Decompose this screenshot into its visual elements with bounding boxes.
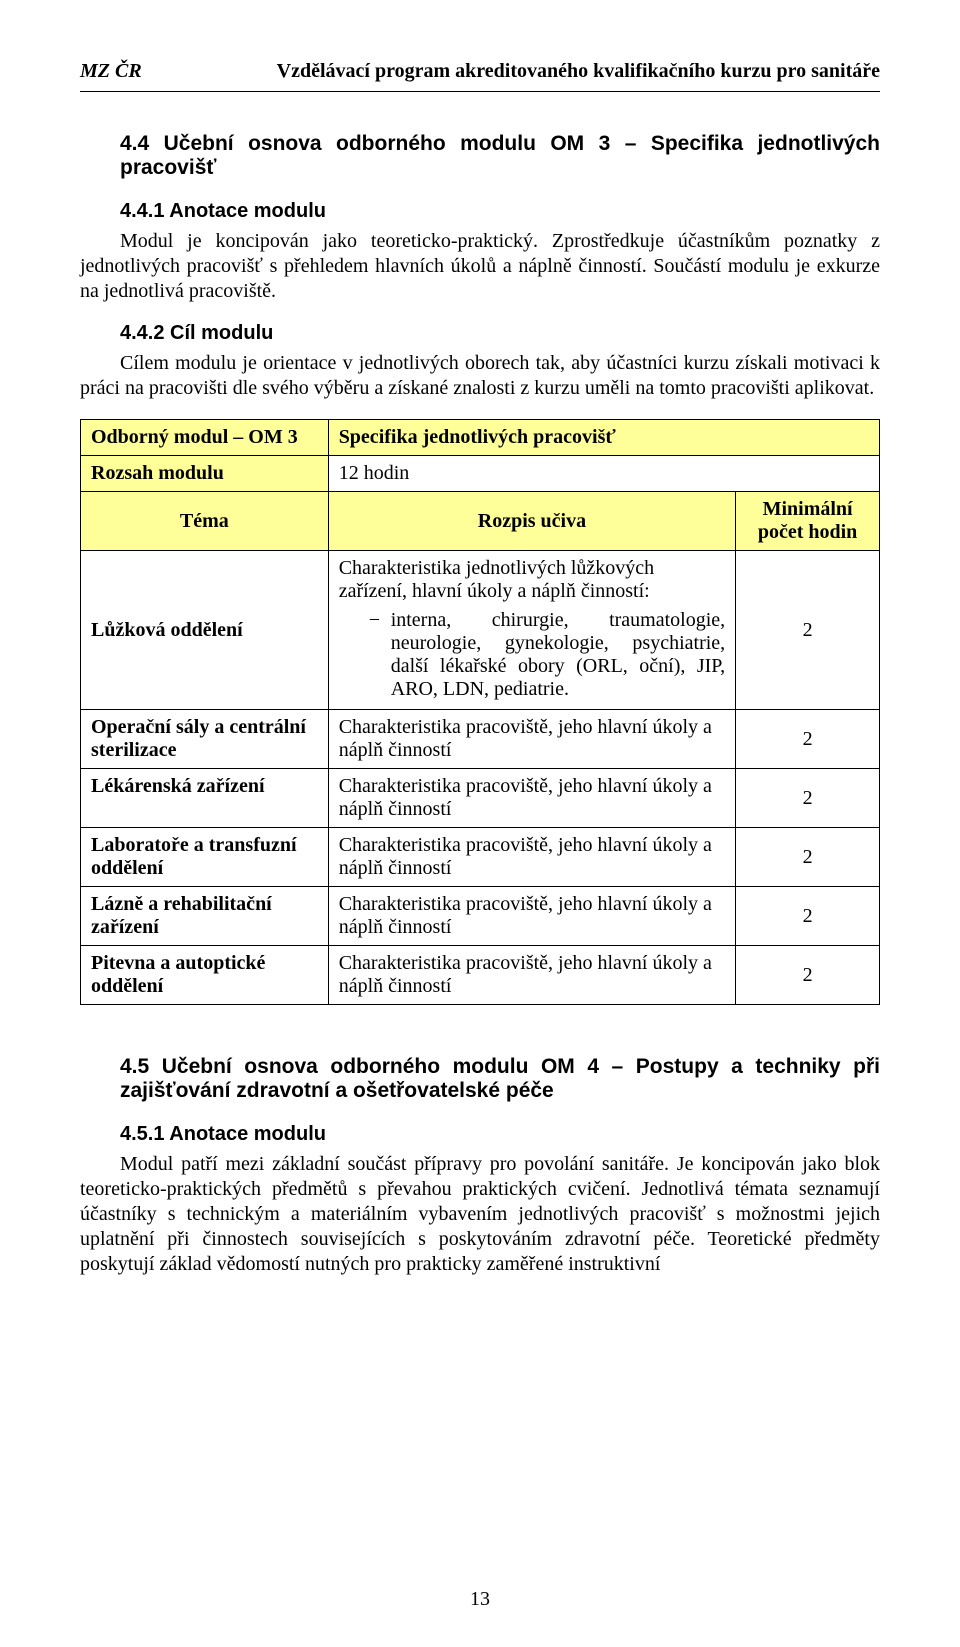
section-442-paragraph: Cílem modulu je orientace v jednotlivých…: [80, 351, 880, 401]
table-row: Lůžková oddělení Charakteristika jednotl…: [81, 551, 880, 710]
table-cell-tema: Lůžková oddělení: [81, 551, 329, 710]
table-cell-hours: 2: [736, 946, 880, 1005]
section-451-heading: 4.5.1 Anotace modulu: [120, 1123, 880, 1146]
table-cell-hours: 2: [736, 769, 880, 828]
table-row: Operační sály a centrální sterilizace Ch…: [81, 710, 880, 769]
section-441-heading: 4.4.1 Anotace modulu: [120, 200, 880, 223]
table-row: Pitevna a autoptické oddělení Charakteri…: [81, 946, 880, 1005]
table-cell-hours: 2: [736, 887, 880, 946]
section-45-title: 4.5 Učební osnova odborného modulu OM 4 …: [120, 1055, 880, 1103]
table-cell-rozpis: Charakteristika pracoviště, jeho hlavní …: [328, 887, 735, 946]
page-number: 13: [0, 1588, 960, 1611]
table-col-rozpis: Rozpis učiva: [328, 492, 735, 551]
table-col-tema: Téma: [81, 492, 329, 551]
table-cell-rozpis: Charakteristika pracoviště, jeho hlavní …: [328, 769, 735, 828]
page-header: MZ ČR Vzdělávací program akreditovaného …: [80, 60, 880, 83]
section-442-heading: 4.4.2 Cíl modulu: [120, 322, 880, 345]
header-right: Vzdělávací program akreditovaného kvalif…: [162, 60, 880, 83]
rozpis-bullet: interna, chirurgie, traumatologie, neuro…: [369, 609, 725, 701]
table-cell-rozpis: Charakteristika jednotlivých lůžkových z…: [328, 551, 735, 710]
section-44-title: 4.4 Učební osnova odborného modulu OM 3 …: [120, 132, 880, 180]
table-cell-rozpis: Charakteristika pracoviště, jeho hlavní …: [328, 946, 735, 1005]
table-cell-tema: Pitevna a autoptické oddělení: [81, 946, 329, 1005]
header-left: MZ ČR: [80, 60, 142, 83]
table-row: Rozsah modulu 12 hodin: [81, 456, 880, 492]
table-col-min: Minimální počet hodin: [736, 492, 880, 551]
table-cell-rozpis: Charakteristika pracoviště, jeho hlavní …: [328, 710, 735, 769]
table-row: Lázně a rehabilitační zařízení Charakter…: [81, 887, 880, 946]
table-row: Lékárenská zařízení Charakteristika prac…: [81, 769, 880, 828]
table-row-header: Téma Rozpis učiva Minimální počet hodin: [81, 492, 880, 551]
table-row: Odborný modul – OM 3 Specifika jednotliv…: [81, 420, 880, 456]
table-cell-module-name: Specifika jednotlivých pracovišť: [328, 420, 879, 456]
table-cell-tema: Lékárenská zařízení: [81, 769, 329, 828]
header-divider: [80, 91, 880, 92]
table-cell-hours: 2: [736, 551, 880, 710]
section-441-paragraph: Modul je koncipován jako teoreticko-prak…: [80, 229, 880, 304]
table-cell-tema: Lázně a rehabilitační zařízení: [81, 887, 329, 946]
table-cell-scope-value: 12 hodin: [328, 456, 879, 492]
table-cell-hours: 2: [736, 828, 880, 887]
table-cell-scope-label: Rozsah modulu: [81, 456, 329, 492]
table-cell-tema: Laboratoře a transfuzní oddělení: [81, 828, 329, 887]
table-cell-tema: Operační sály a centrální sterilizace: [81, 710, 329, 769]
table-cell-hours: 2: [736, 710, 880, 769]
table-cell-rozpis: Charakteristika pracoviště, jeho hlavní …: [328, 828, 735, 887]
table-row: Laboratoře a transfuzní oddělení Charakt…: [81, 828, 880, 887]
table-cell-module-label: Odborný modul – OM 3: [81, 420, 329, 456]
module-table: Odborný modul – OM 3 Specifika jednotliv…: [80, 419, 880, 1005]
section-451-paragraph: Modul patří mezi základní součást přípra…: [80, 1152, 880, 1277]
rozpis-intro: Charakteristika jednotlivých lůžkových z…: [339, 557, 725, 603]
